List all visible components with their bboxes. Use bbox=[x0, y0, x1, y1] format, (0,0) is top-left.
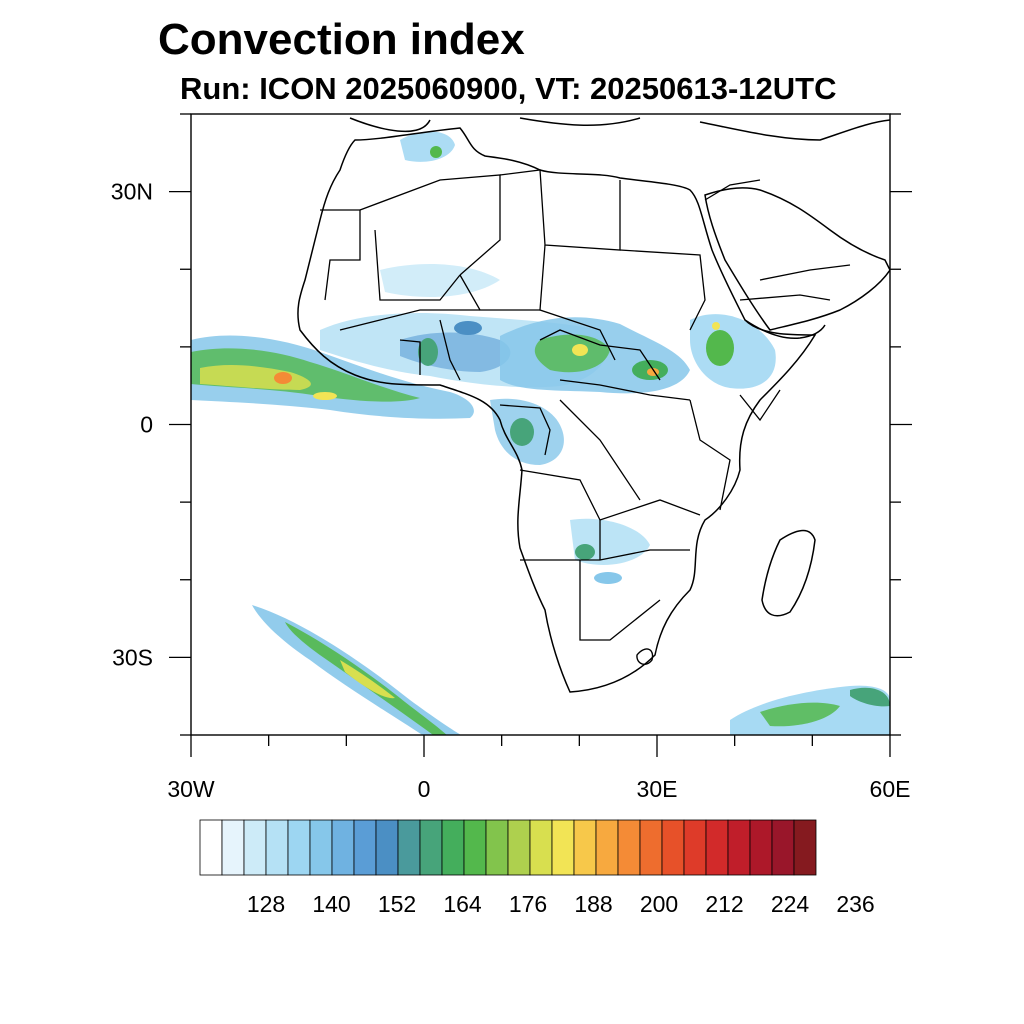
colorbar-box bbox=[529, 819, 553, 876]
colorbar-box bbox=[353, 819, 377, 876]
convection-field bbox=[191, 131, 890, 735]
country-borders bbox=[320, 169, 851, 641]
convection-central-core bbox=[534, 334, 610, 373]
colorbar-box bbox=[595, 819, 619, 876]
convection-cell bbox=[510, 418, 534, 446]
colorbar-label: 176 bbox=[509, 891, 547, 917]
colorbar-box bbox=[551, 819, 575, 876]
lat-tick-label: 0 bbox=[140, 412, 153, 438]
colorbar-box bbox=[661, 819, 685, 876]
convection-cell bbox=[575, 544, 595, 560]
colorbar-label: 164 bbox=[443, 891, 482, 917]
colorbar-box bbox=[507, 819, 531, 876]
lat-tick-label: 30S bbox=[112, 644, 153, 670]
convection-north-africa bbox=[380, 264, 500, 297]
colorbar-box bbox=[573, 819, 597, 876]
coastlines bbox=[297, 117, 890, 693]
madagascar-coastline bbox=[761, 529, 816, 617]
colorbar-box bbox=[287, 819, 311, 876]
colorbar-box bbox=[683, 819, 707, 876]
colorbar-box bbox=[309, 819, 333, 876]
colorbar-label: 224 bbox=[771, 891, 810, 917]
colorbar-box bbox=[727, 819, 751, 876]
africa-coastline bbox=[297, 127, 817, 693]
horn-coastline bbox=[744, 319, 826, 339]
lon-tick-label: 60E bbox=[870, 776, 911, 802]
colorbar-label: 152 bbox=[378, 891, 416, 917]
colorbar-box bbox=[793, 819, 817, 876]
chart-title: Convection index bbox=[158, 15, 525, 64]
lon-tick-label: 30E bbox=[637, 776, 678, 802]
convection-band-atlantic-core bbox=[191, 348, 420, 402]
convection-south-atlantic-peak bbox=[340, 660, 395, 699]
convection-cell bbox=[418, 338, 438, 366]
lat-tick-label: 30N bbox=[111, 179, 153, 205]
colorbar-box bbox=[639, 819, 663, 876]
colorbar-box bbox=[485, 819, 509, 876]
colorbar-box bbox=[199, 819, 223, 876]
convection-cell bbox=[313, 392, 337, 400]
colorbar-label: 200 bbox=[640, 891, 678, 917]
chart-subtitle: Run: ICON 2025060900, VT: 20250613-12UTC bbox=[180, 71, 837, 106]
colorbar-box bbox=[419, 819, 443, 876]
colorbar-box bbox=[221, 819, 245, 876]
colorbar-label: 188 bbox=[574, 891, 612, 917]
colorbar-label: 236 bbox=[836, 891, 874, 917]
colorbar-box bbox=[243, 819, 267, 876]
colorbar-box bbox=[771, 819, 795, 876]
colorbar-box bbox=[441, 819, 465, 876]
convection-cell bbox=[572, 344, 588, 356]
convection-south-indian-core bbox=[760, 702, 840, 727]
arabia-coastline bbox=[704, 187, 890, 331]
convection-cell bbox=[594, 572, 622, 584]
convection-cell bbox=[430, 146, 442, 158]
colorbar-box bbox=[705, 819, 729, 876]
colorbar: 128 140 152 164 176 188 200 212 224 236 bbox=[199, 819, 875, 917]
convection-cell bbox=[274, 372, 292, 384]
lesotho-border bbox=[636, 648, 654, 665]
colorbar-box bbox=[397, 819, 421, 876]
convection-south-indian-east bbox=[850, 687, 890, 707]
convection-cell bbox=[454, 321, 482, 335]
lon-tick-label: 0 bbox=[418, 776, 431, 802]
colorbar-box bbox=[331, 819, 355, 876]
convection-cell bbox=[712, 322, 720, 330]
colorbar-box bbox=[375, 819, 399, 876]
lon-tick-label: 30W bbox=[167, 776, 215, 802]
colorbar-label: 212 bbox=[705, 891, 743, 917]
colorbar-box bbox=[265, 819, 289, 876]
convection-cell bbox=[706, 330, 734, 366]
colorbar-box bbox=[617, 819, 641, 876]
map-axis-ticks: 30W 0 30E 60E 30N 0 30S bbox=[111, 113, 912, 802]
colorbar-label: 128 bbox=[247, 891, 285, 917]
colorbar-box bbox=[463, 819, 487, 876]
colorbar-box bbox=[749, 819, 773, 876]
europe-coastline bbox=[349, 117, 890, 141]
colorbar-label: 140 bbox=[312, 891, 350, 917]
